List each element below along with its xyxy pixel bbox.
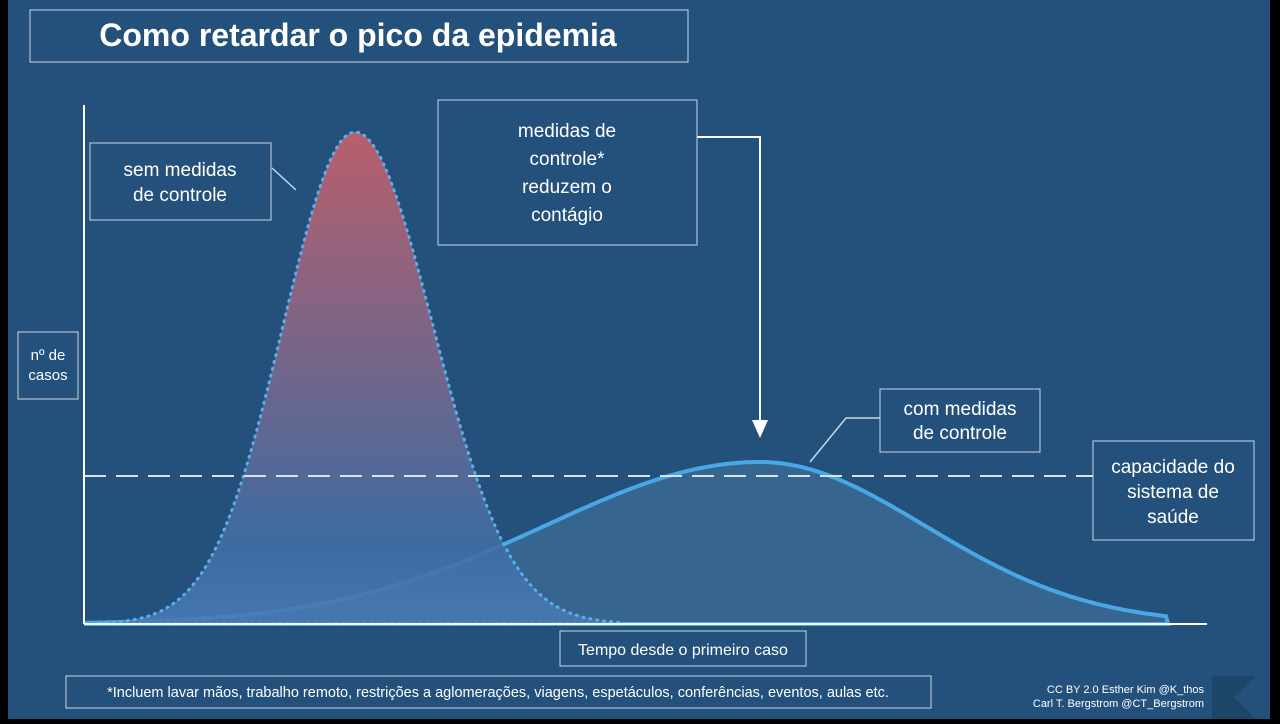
label-box <box>437 99 698 246</box>
label-box <box>879 388 1041 453</box>
label-box <box>89 142 272 221</box>
title-box: Como retardar o pico da epidemia <box>29 9 689 63</box>
label: sem medidas <box>124 160 237 181</box>
y-axis-label: casos <box>28 367 67 384</box>
title-frame <box>29 9 689 63</box>
label-box <box>17 331 79 400</box>
label: com medidas <box>904 399 1017 420</box>
footnote-box <box>65 675 932 709</box>
leader-line <box>809 417 880 463</box>
credit: Carl T. Bergstrom @CT_Bergstrom <box>1033 698 1204 710</box>
logo <box>1212 676 1256 719</box>
curve-without-measures <box>84 130 622 626</box>
label: controle* <box>530 149 606 170</box>
label: de controle <box>913 423 1007 444</box>
label: de controle <box>133 185 227 206</box>
arrow <box>697 136 761 425</box>
label: contágio <box>531 205 603 226</box>
title: Como retardar o pico da epidemia <box>99 17 617 53</box>
credit: CC BY 2.0 Esther Kim @K_thos <box>1047 684 1205 696</box>
x-axis-label: Tempo desde o primeiro caso <box>578 642 788 659</box>
label: saúde <box>1147 507 1199 528</box>
label: capacidade do <box>1111 457 1235 478</box>
label: reduzem o <box>522 177 612 198</box>
arrow-head <box>752 420 768 438</box>
label-box <box>1092 440 1255 541</box>
label: sistema de <box>1127 482 1219 503</box>
footnote: *Incluem lavar mãos, trabalho remoto, re… <box>107 685 889 701</box>
y-axis-label: nº de <box>31 347 66 364</box>
leader-line <box>271 167 297 191</box>
label: medidas de <box>518 121 616 142</box>
label-box <box>559 630 807 667</box>
